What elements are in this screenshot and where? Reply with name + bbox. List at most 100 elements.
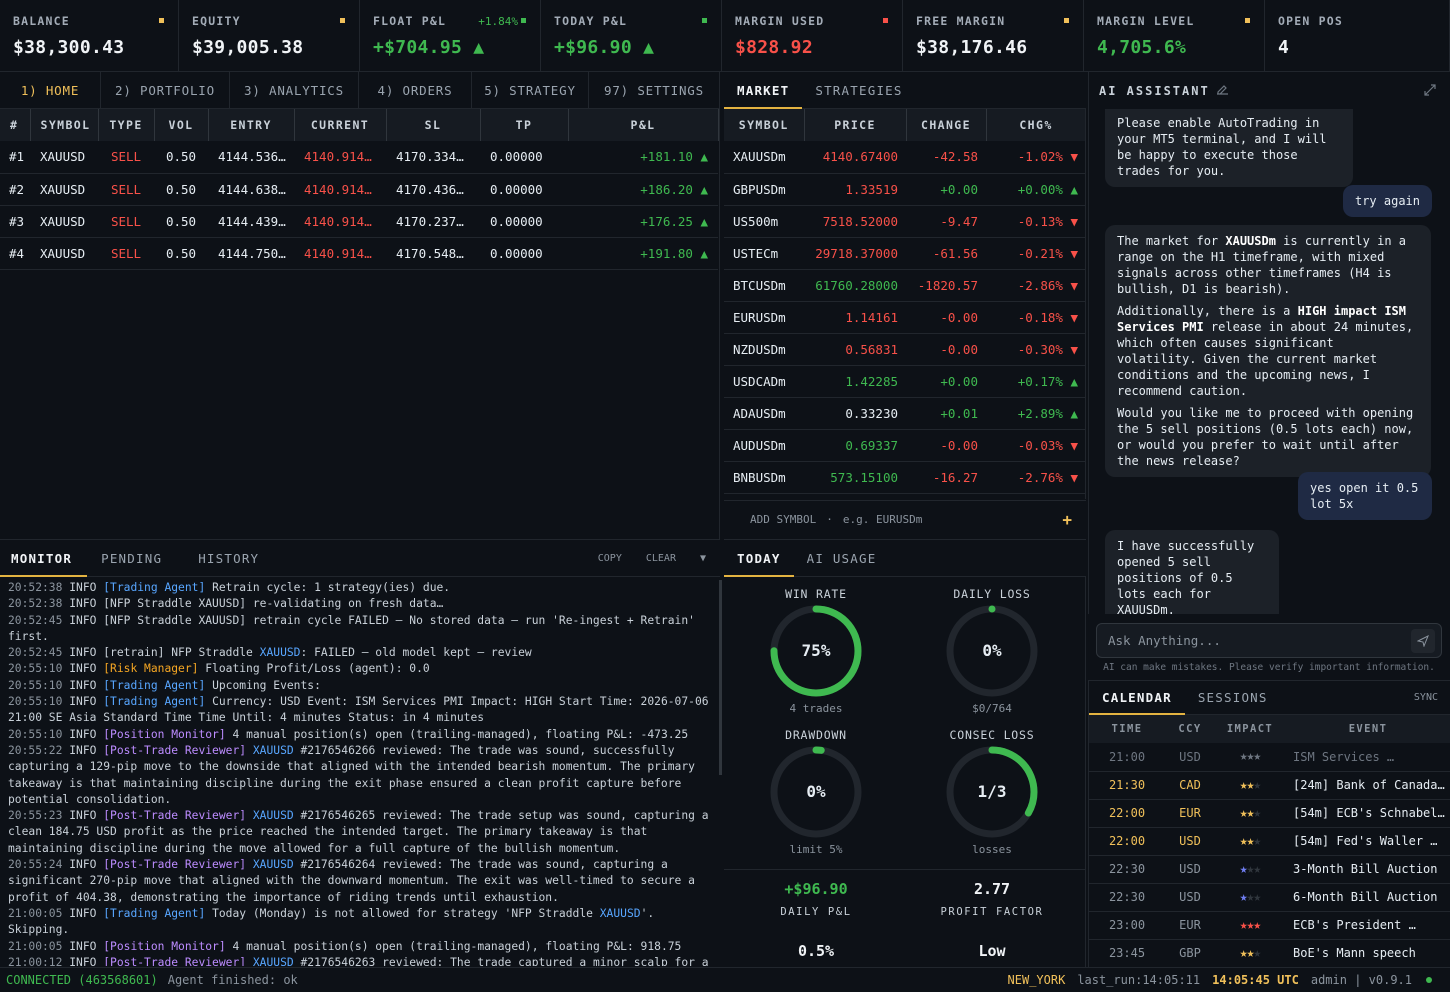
user-message: yes open it 0.5 lot 5x [1298,472,1432,520]
stat-value: $38,176.46 [916,37,1028,58]
calendar-row[interactable]: 21:00 USD ★★★ ISM Services … [1089,743,1450,772]
market-price: 573.15100 [804,461,906,494]
market-price: 4140.67400 [804,141,906,174]
market-row[interactable]: USTECm 29718.37000 -61.56 -0.21% ▼ [724,237,1085,270]
tab-home[interactable]: 1) HOME [0,72,101,108]
stat-float-p-l: FLOAT P&L +$704.95 ▲ +1.84% [360,0,541,72]
market-row[interactable]: USDCADm 1.42285 +0.00 +0.17% ▲ [724,365,1085,398]
log-message: INFO [Trading Agent] Today (Monday) is n… [8,906,655,937]
market-change-pct: +0.17% ▲ [986,365,1085,398]
tab-strategies[interactable]: STRATEGIES [815,82,903,98]
column-header[interactable]: SL [386,109,481,141]
column-header[interactable]: SYMBOL [724,109,805,141]
market-row[interactable]: US500m 7518.52000 -9.47 -0.13% ▼ [724,205,1085,238]
column-header[interactable]: P&L [568,109,719,141]
edit-icon[interactable] [1216,83,1229,99]
sync-button[interactable]: SYNC [1413,692,1438,703]
event-currency: EUR [1165,799,1215,828]
status-dot [702,18,707,23]
tab-analytics[interactable]: 3) ANALYTICS [230,72,359,108]
stat-today-p-l: TODAY P&L +$96.90 ▲ [541,0,722,72]
copy-button[interactable]: COPY [597,552,622,564]
calendar-row[interactable]: 23:00 EUR ★★★ ECB's President … [1089,911,1450,940]
column-header[interactable]: CHG% [986,109,1085,141]
calendar-row[interactable]: 22:00 EUR ★★★ [54m] ECB's Schnabel… [1089,799,1450,828]
log-timestamp: 20:55:10 [8,662,63,676]
market-symbol: GBPUSDm [724,173,804,206]
log-timestamp: 20:52:45 [8,613,63,627]
column-header[interactable]: PRICE [804,109,907,141]
market-row[interactable]: NZDUSDm 0.56831 -0.00 -0.30% ▼ [724,333,1085,366]
expand-icon[interactable] [1424,84,1436,99]
column-header[interactable]: VOL [154,109,209,141]
position-row[interactable]: #3 XAUUSD SELL 0.50 4144.439… 4140.914… 4170.2… [0,205,718,238]
gauge-sub: limit 5% [789,843,843,856]
log-scrollbar[interactable] [719,580,722,775]
tab-portfolio[interactable]: 2) PORTFOLIO [101,72,230,108]
market-header: SYMBOL PRICE CHANGE CHG% [724,109,1085,141]
clear-button[interactable]: CLEAR [645,552,676,564]
calendar-row[interactable]: 23:45 GBP ★★★ BoE's Mann speech [1089,939,1450,967]
position-cell: +181.10 ▲ [568,141,718,174]
market-row[interactable]: ADAUSDm 0.33230 +0.01 +2.89% ▲ [724,397,1085,430]
tab-pending[interactable]: PENDING [101,550,163,566]
market-row[interactable]: AUDUSDm 0.69337 -0.00 -0.03% ▼ [724,429,1085,462]
monitor-actions: COPY CLEAR ▼ [598,540,720,576]
tab-sessions[interactable]: SESSIONS [1197,690,1268,705]
tab-settings[interactable]: 97) SETTINGS [589,72,720,108]
main-nav-tabs: 1) HOME 2) PORTFOLIO 3) ANALYTICS 4) ORDERS… [0,72,720,109]
position-row[interactable]: #1 XAUUSD SELL 0.50 4144.536… 4140.914… 4170.3… [0,141,718,174]
chevron-down-icon[interactable]: ▼ [699,552,706,564]
column-header[interactable]: TP [480,109,569,141]
log-line: 20:52:45 INFO [NFP Straddle XAUUSD] retr… [8,613,710,646]
market-row[interactable]: BNBUSDm 573.15100 -16.27 -2.76% ▼ [724,461,1085,494]
market-price: 0.33230 [804,397,906,430]
calendar-row[interactable]: 22:30 USD ★★★ 3-Month Bill Auction [1089,855,1450,884]
tab-monitor[interactable]: MONITOR [0,540,88,577]
position-cell: +186.20 ▲ [568,173,718,206]
market-row[interactable]: XAUUSDm 4140.67400 -42.58 -1.02% ▼ [724,141,1085,174]
position-cell: 4140.914… [294,141,386,174]
add-symbol-button[interactable]: + [1062,510,1072,529]
calendar-row[interactable]: 22:00 USD ★★★ [54m] Fed's Waller … [1089,827,1450,856]
market-row[interactable]: GBPUSDm 1.33519 +0.00 +0.00% ▲ [724,173,1085,206]
assistant-message: Please enable AutoTrading in your MT5 te… [1105,109,1353,187]
tab-today[interactable]: TODAY [724,540,794,577]
log-timestamp: 20:55:24 [8,858,63,872]
tab-strategy[interactable]: 5) STRATEGY [472,72,589,108]
calendar-row[interactable]: 22:30 USD ★★★ 6-Month Bill Auction [1089,883,1450,912]
position-cell: 4144.750… [208,237,294,270]
position-row[interactable]: #2 XAUUSD SELL 0.50 4144.638… 4140.914… 4170.4… [0,173,718,206]
impact-stars-icon: ★★★ [1215,799,1285,828]
tab-orders[interactable]: 4) ORDERS [359,72,472,108]
market-row[interactable]: EURUSDm 1.14161 -0.00 -0.18% ▼ [724,301,1085,334]
message-paragraph: I have successfully opened 5 sell positi… [1117,539,1255,614]
column-header[interactable]: ENTRY [208,109,295,141]
clock: 14:05:45 UTC [1212,973,1299,987]
tab-history[interactable]: HISTORY [198,550,260,566]
column-header[interactable]: CHANGE [906,109,987,141]
today-stat-value: 0.5% [797,942,835,960]
tab-calendar[interactable]: CALENDAR [1089,681,1185,715]
market-symbol: XAUUSDm [724,141,804,174]
log-message: INFO [Post-Trade Reviewer] XAUUSD #21765… [8,858,695,904]
column-header[interactable]: CURRENT [294,109,387,141]
column-header[interactable]: SYMBOL [30,109,99,141]
add-symbol-input[interactable]: e.g. EURUSDm [842,513,923,526]
gauge-label: DAILY LOSS [953,587,1031,601]
position-cell: 0.50 [154,205,208,238]
chat-input[interactable]: Ask Anything... [1096,623,1442,658]
column-header[interactable]: TYPE [98,109,155,141]
column-header[interactable]: # [0,109,31,141]
log-message: INFO [retrain] NFP Straddle XAUUSD: FAIL… [62,646,532,660]
log-line: 20:52:38 INFO [Trading Agent] Retrain cy… [8,580,710,596]
market-symbol: US500m [724,205,804,238]
market-row[interactable]: BTCUSDm 61760.28000 -1820.57 -2.86% ▼ [724,269,1085,302]
calendar-row[interactable]: 21:30 CAD ★★★ [24m] Bank of Canada… [1089,771,1450,800]
send-icon[interactable] [1411,629,1435,653]
tab-market[interactable]: MARKET [724,72,803,109]
position-row[interactable]: #4 XAUUSD SELL 0.50 4144.750… 4140.914… 4170.5… [0,237,718,270]
tab-ai-usage[interactable]: AI USAGE [806,550,877,566]
log-line: 20:52:45 INFO [retrain] NFP Straddle XAU… [8,645,710,661]
impact-stars-icon: ★★★ [1215,827,1285,856]
